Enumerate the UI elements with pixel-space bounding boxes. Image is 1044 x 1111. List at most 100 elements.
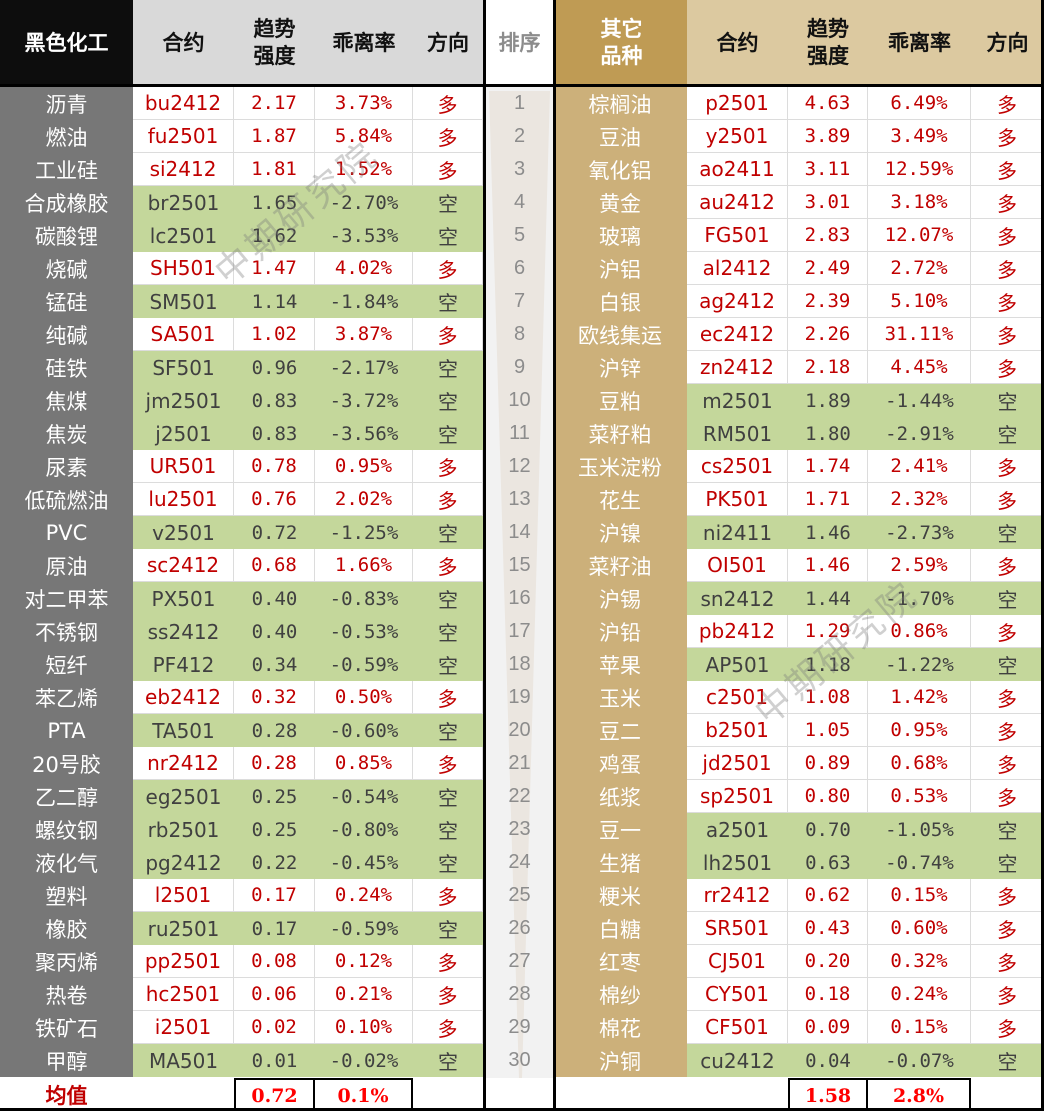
right-trend-strength: 2.39: [788, 285, 868, 318]
right-contract: b2501: [687, 714, 788, 747]
right-direction: 多: [971, 351, 1044, 384]
left-contract: sc2412: [133, 549, 234, 582]
left-direction-header-text: 方向: [427, 30, 469, 55]
right-contract: sp2501: [687, 780, 788, 813]
right-trend-strength: 0.70: [788, 813, 868, 846]
table-row: 不锈钢 ss2412 0.40 -0.53% 空 沪铅 pb2412 1.29 0.86% 多: [0, 615, 1044, 648]
right-trend-strength: 0.04: [788, 1044, 868, 1077]
right-commodity-name: 豆油: [553, 120, 687, 153]
right-contract-header-text: 合约: [716, 30, 759, 55]
mean-label: 均值: [45, 1082, 88, 1108]
left-commodity-name: 20号胶: [0, 747, 133, 780]
left-deviation-rate: -0.54%: [315, 780, 413, 813]
table-row: 碳酸锂 lc2501 1.62 -3.53% 空 玻璃 FG501 2.83 12.07% 多: [0, 219, 1044, 252]
left-direction: 空: [413, 615, 483, 648]
rank-column: [486, 87, 553, 1078]
right-trend-strength: 1.05: [788, 714, 868, 747]
right-direction: 空: [971, 846, 1044, 879]
rank-number: 16: [508, 587, 531, 609]
right-contract: rr2412: [687, 879, 788, 912]
left-contract: rb2501: [133, 813, 234, 846]
left-deviation-rate: -0.83%: [315, 582, 413, 615]
right-contract: cu2412: [687, 1044, 788, 1077]
left-contract: UR501: [133, 450, 234, 483]
left-deviation-rate: -1.84%: [315, 285, 413, 318]
left-direction: 多: [413, 1011, 483, 1044]
left-direction: 空: [413, 648, 483, 681]
right-commodity-name: 菜籽粕: [553, 417, 687, 450]
left-direction: 空: [413, 813, 483, 846]
rank-number: 20: [508, 719, 531, 741]
left-commodity-name: 苯乙烯: [0, 681, 133, 714]
right-strength-header: 趋势 强度: [788, 0, 868, 86]
right-deviation-rate: 0.68%: [868, 747, 971, 780]
rank-number: 7: [513, 290, 526, 312]
left-deviation-rate: -3.53%: [315, 219, 413, 252]
left-direction: 多: [413, 87, 483, 120]
right-trend-strength: 2.49: [788, 252, 868, 285]
rank-number: 18: [508, 653, 531, 675]
right-deviation-rate: -1.70%: [868, 582, 971, 615]
rank-number: 30: [508, 1049, 531, 1071]
mean-row: 均值 0.72 0.1% 1.58 2.8%: [0, 1078, 1044, 1111]
left-contract: bu2412: [133, 87, 234, 120]
left-commodity-name: 热卷: [0, 978, 133, 1011]
left-commodity-name: 燃油: [0, 120, 133, 153]
left-contract: fu2501: [133, 120, 234, 153]
right-trend-strength: 1.71: [788, 483, 868, 516]
left-trend-strength: 0.06: [234, 978, 315, 1011]
left-direction: 空: [413, 846, 483, 879]
left-trend-strength: 0.76: [234, 483, 315, 516]
left-direction: 多: [413, 978, 483, 1011]
right-contract: ag2412: [687, 285, 788, 318]
right-trend-strength: 1.74: [788, 450, 868, 483]
right-trend-strength: 0.63: [788, 846, 868, 879]
right-direction: 多: [971, 87, 1044, 120]
rank-number: 27: [508, 950, 531, 972]
right-trend-strength: 2.18: [788, 351, 868, 384]
right-contract: al2412: [687, 252, 788, 285]
right-trend-strength: 0.80: [788, 780, 868, 813]
left-deviation-rate: -2.70%: [315, 186, 413, 219]
left-deviation-rate: -3.56%: [315, 417, 413, 450]
rank-number: 25: [508, 884, 531, 906]
left-direction: 空: [413, 417, 483, 450]
right-commodity-name: 粳米: [553, 879, 687, 912]
rank-number: 14: [508, 521, 531, 543]
table-row: 燃油 fu2501 1.87 5.84% 多豆油 y2501 3.89 3.49% 多: [0, 120, 1044, 153]
right-deviation-rate: -1.22%: [868, 648, 971, 681]
left-trend-strength: 1.65: [234, 186, 315, 219]
left-section-title-text: 黑色化工: [24, 30, 109, 55]
right-commodity-name: 菜籽油: [553, 549, 687, 582]
rank-number: 24: [508, 851, 531, 873]
right-deviation-rate: 12.59%: [868, 153, 971, 186]
right-contract: c2501: [687, 681, 788, 714]
right-direction: 多: [971, 549, 1044, 582]
left-deviation-rate: 5.84%: [315, 120, 413, 153]
right-deviation-rate: 2.72%: [868, 252, 971, 285]
left-trend-strength: 1.87: [234, 120, 315, 153]
left-commodity-name: 纯碱: [0, 318, 133, 351]
left-mean-strength: 0.72: [234, 1078, 315, 1111]
right-commodity-name: 花生: [553, 483, 687, 516]
right-commodity-name: 苹果: [553, 648, 687, 681]
left-trend-strength: 1.47: [234, 252, 315, 285]
left-contract: pp2501: [133, 945, 234, 978]
rank-number: 2: [513, 125, 526, 147]
right-commodity-name: 玻璃: [553, 219, 687, 252]
left-commodity-name: PTA: [0, 714, 133, 747]
table-row: 烧碱 SH501 1.47 4.02% 多沪铝 al2412 2.49 2.72% 多: [0, 252, 1044, 285]
left-trend-strength: 0.68: [234, 549, 315, 582]
left-direction: 多: [413, 252, 483, 285]
right-trend-strength: 2.26: [788, 318, 868, 351]
right-commodity-name: 鸡蛋: [553, 747, 687, 780]
right-trend-strength: 1.18: [788, 648, 868, 681]
right-trend-strength: 3.89: [788, 120, 868, 153]
left-trend-strength: 0.25: [234, 813, 315, 846]
left-direction: 多: [413, 120, 483, 153]
left-deviation-rate: -0.45%: [315, 846, 413, 879]
table-row: 对二甲苯 PX501 0.40 -0.83% 空沪锡 sn2412 1.44 -1.70% 空: [0, 582, 1044, 615]
left-direction: 多: [413, 549, 483, 582]
right-strength-header-line1: 趋势: [807, 17, 849, 41]
right-commodity-name: 白糖: [553, 912, 687, 945]
